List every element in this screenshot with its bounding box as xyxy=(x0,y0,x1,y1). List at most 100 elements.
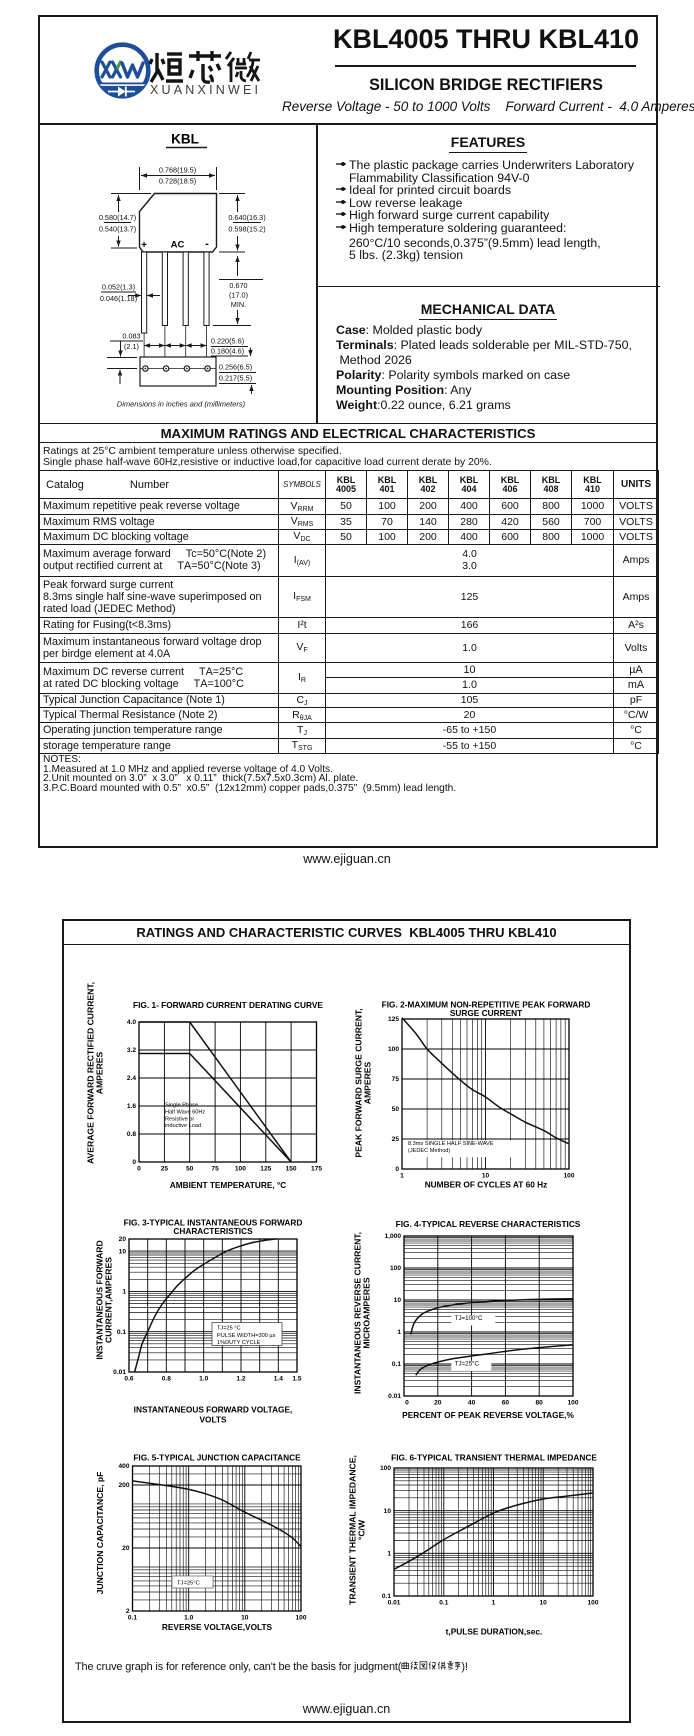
svg-text:0.180(4.6): 0.180(4.6) xyxy=(211,347,244,356)
svg-text:100: 100 xyxy=(587,1600,598,1607)
svg-text:CURRENT,AMPERES: CURRENT,AMPERES xyxy=(104,1257,114,1343)
svg-text:1.6: 1.6 xyxy=(127,1103,136,1110)
svg-text:0.1: 0.1 xyxy=(392,1361,401,1368)
svg-text:TJ=100°C: TJ=100°C xyxy=(455,1315,483,1322)
svg-text:Dimensions in inches and (mill: Dimensions in inches and (millimeters) xyxy=(117,400,246,409)
svg-text:t,PULSE DURATION,sec.: t,PULSE DURATION,sec. xyxy=(446,1627,543,1637)
svg-text:TJ=25°C: TJ=25°C xyxy=(455,1361,480,1368)
svg-text:100: 100 xyxy=(390,1265,401,1272)
svg-text:KBL: KBL xyxy=(171,132,199,147)
svg-text:VOLTS: VOLTS xyxy=(199,1415,227,1425)
svg-text:0.1: 0.1 xyxy=(439,1600,448,1607)
svg-text:-: - xyxy=(205,238,209,250)
svg-text:10: 10 xyxy=(384,1508,392,1515)
svg-text:100: 100 xyxy=(235,1166,246,1173)
svg-text:1: 1 xyxy=(492,1600,496,1607)
svg-text:FIG. 4-TYPICAL REVERSE CHARACT: FIG. 4-TYPICAL REVERSE CHARACTERISTICS xyxy=(396,1219,581,1229)
svg-text:25: 25 xyxy=(392,1136,400,1143)
svg-text:INSTANTANEOUS FORWARD VOLTAGE,: INSTANTANEOUS FORWARD VOLTAGE, xyxy=(134,1405,293,1415)
svg-text:TЈ=25°C: TЈ=25°C xyxy=(177,1581,200,1587)
svg-text:NUMBER OF CYCLES AT 60 Hz: NUMBER OF CYCLES AT 60 Hz xyxy=(425,1180,548,1190)
svg-text:INSTANTANEOUS REVERSE CURRENT,: INSTANTANEOUS REVERSE CURRENT, xyxy=(352,1232,362,1394)
svg-text:TЈ=25 °C: TЈ=25 °C xyxy=(217,1326,241,1332)
svg-text:AC: AC xyxy=(171,240,185,251)
svg-text:8.3ms SINGLE HALF SINE-WAVE: 8.3ms SINGLE HALF SINE-WAVE xyxy=(408,1141,494,1147)
svg-text:MICROAMPERES: MICROAMPERES xyxy=(362,1277,372,1348)
svg-text:FIG. 5-TYPICAL JUNCTION CAPACI: FIG. 5-TYPICAL JUNCTION CAPACITANCE xyxy=(133,1453,301,1463)
svg-text:0.083: 0.083 xyxy=(122,332,140,341)
svg-text:(17.0): (17.0) xyxy=(229,291,248,300)
svg-text:50: 50 xyxy=(392,1106,400,1113)
svg-text:0.01: 0.01 xyxy=(113,1369,126,1376)
svg-text:0.256(6.5): 0.256(6.5) xyxy=(219,363,252,372)
svg-text:PEAK FORWARD SURGE CURRENT,: PEAK FORWARD SURGE CURRENT, xyxy=(353,1008,363,1157)
svg-text:AVERAGE FORWARD RECTIFIED CURR: AVERAGE FORWARD RECTIFIED CURRENT, xyxy=(85,982,95,1164)
svg-text:0.8: 0.8 xyxy=(127,1131,136,1138)
svg-text:FIG. 2-MAXIMUM NON-REPETITIVE: FIG. 2-MAXIMUM NON-REPETITIVE PEAK FORWA… xyxy=(382,1000,591,1010)
svg-text:+: + xyxy=(141,240,147,251)
svg-text:1.5: 1.5 xyxy=(292,1376,301,1383)
svg-text:REVERSE VOLTAGE,VOLTS: REVERSE VOLTAGE,VOLTS xyxy=(162,1622,273,1632)
svg-text:1: 1 xyxy=(400,1173,404,1180)
svg-text:1: 1 xyxy=(122,1289,126,1296)
svg-text:AMBIENT TEMPERATURE, °C: AMBIENT TEMPERATURE, °C xyxy=(170,1180,287,1190)
svg-text:inductive Load: inductive Load xyxy=(165,1123,201,1129)
svg-text:SURGE CURRENT: SURGE CURRENT xyxy=(450,1008,522,1018)
svg-text:MIN.: MIN. xyxy=(231,300,246,309)
svg-text:0.670: 0.670 xyxy=(229,281,247,290)
svg-text:10: 10 xyxy=(119,1248,127,1255)
svg-text:CHARACTERISTICS: CHARACTERISTICS xyxy=(173,1226,253,1236)
svg-text:FIG. 1- FORWARD CURRENT DERATI: FIG. 1- FORWARD CURRENT DERATING CURVE xyxy=(133,1000,323,1010)
svg-text:25: 25 xyxy=(161,1166,169,1173)
svg-text:1,000: 1,000 xyxy=(384,1233,401,1240)
svg-text:10: 10 xyxy=(482,1173,490,1180)
svg-text:2.4: 2.4 xyxy=(127,1075,136,1082)
svg-text:125: 125 xyxy=(388,1016,399,1023)
svg-text:0.598(15.2): 0.598(15.2) xyxy=(228,225,265,234)
svg-text:TRANSIENT THERMAL IMPEDANCE,: TRANSIENT THERMAL IMPEDANCE, xyxy=(347,1455,357,1605)
svg-text:20: 20 xyxy=(434,1400,442,1407)
svg-text:0.768(19.5): 0.768(19.5) xyxy=(159,166,196,175)
svg-text:AMPERES: AMPERES xyxy=(95,1051,105,1094)
svg-text:60: 60 xyxy=(502,1400,510,1407)
svg-text:0: 0 xyxy=(395,1166,399,1173)
svg-text:75: 75 xyxy=(211,1166,219,1173)
svg-text:50: 50 xyxy=(186,1166,194,1173)
svg-text:10: 10 xyxy=(241,1615,249,1622)
svg-text:INSTANTANEOUS FORWARD: INSTANTANEOUS FORWARD xyxy=(94,1240,104,1359)
svg-text:3.2: 3.2 xyxy=(127,1047,136,1054)
svg-text:1%DUTY CYCLE: 1%DUTY CYCLE xyxy=(217,1340,261,1346)
svg-text:PERCENT OF PEAK REVERSE VOLTAG: PERCENT OF PEAK REVERSE VOLTAGE,% xyxy=(402,1410,574,1420)
svg-text:20: 20 xyxy=(119,1236,127,1243)
svg-text:0.1: 0.1 xyxy=(128,1615,137,1622)
svg-text:0.640(16.3): 0.640(16.3) xyxy=(228,213,265,222)
svg-text:0.046(1.18): 0.046(1.18) xyxy=(100,294,137,303)
svg-text:0: 0 xyxy=(137,1166,141,1173)
svg-text:0.01: 0.01 xyxy=(388,1393,401,1400)
svg-text:1: 1 xyxy=(387,1551,391,1558)
svg-text:(2.1): (2.1) xyxy=(124,342,139,351)
svg-text:Resistive or: Resistive or xyxy=(165,1116,194,1122)
svg-text:JUNCTION CAPACITANCE, pF: JUNCTION CAPACITANCE, pF xyxy=(95,1472,105,1595)
svg-text:0.8: 0.8 xyxy=(162,1376,171,1383)
svg-text:10: 10 xyxy=(394,1297,402,1304)
svg-text:°C/W: °C/W xyxy=(357,1519,367,1540)
svg-text:0.1: 0.1 xyxy=(117,1329,126,1336)
svg-text:0.220(5.6): 0.220(5.6) xyxy=(211,337,244,346)
svg-text:1.4: 1.4 xyxy=(274,1376,283,1383)
svg-text:150: 150 xyxy=(286,1166,297,1173)
svg-text:0: 0 xyxy=(405,1400,409,1407)
svg-text:FIG. 3-TYPICAL INSTANTANEOUS F: FIG. 3-TYPICAL INSTANTANEOUS FORWARD xyxy=(124,1218,303,1228)
svg-text:0.540(13.7): 0.540(13.7) xyxy=(99,225,136,234)
svg-text:40: 40 xyxy=(468,1400,476,1407)
svg-text:100: 100 xyxy=(295,1615,306,1622)
svg-text:0.728(18.5): 0.728(18.5) xyxy=(159,177,196,186)
svg-text:80: 80 xyxy=(536,1400,544,1407)
svg-text:175: 175 xyxy=(311,1166,322,1173)
svg-text:FIG. 6-TYPICAL TRANSIENT THERM: FIG. 6-TYPICAL TRANSIENT THERMAL IMPEDAN… xyxy=(391,1453,597,1463)
svg-text:0.1: 0.1 xyxy=(382,1593,391,1600)
svg-text:0.580(14.7): 0.580(14.7) xyxy=(99,213,136,222)
svg-text:100: 100 xyxy=(567,1400,578,1407)
svg-text:400: 400 xyxy=(118,1463,129,1470)
svg-text:100: 100 xyxy=(388,1046,399,1053)
